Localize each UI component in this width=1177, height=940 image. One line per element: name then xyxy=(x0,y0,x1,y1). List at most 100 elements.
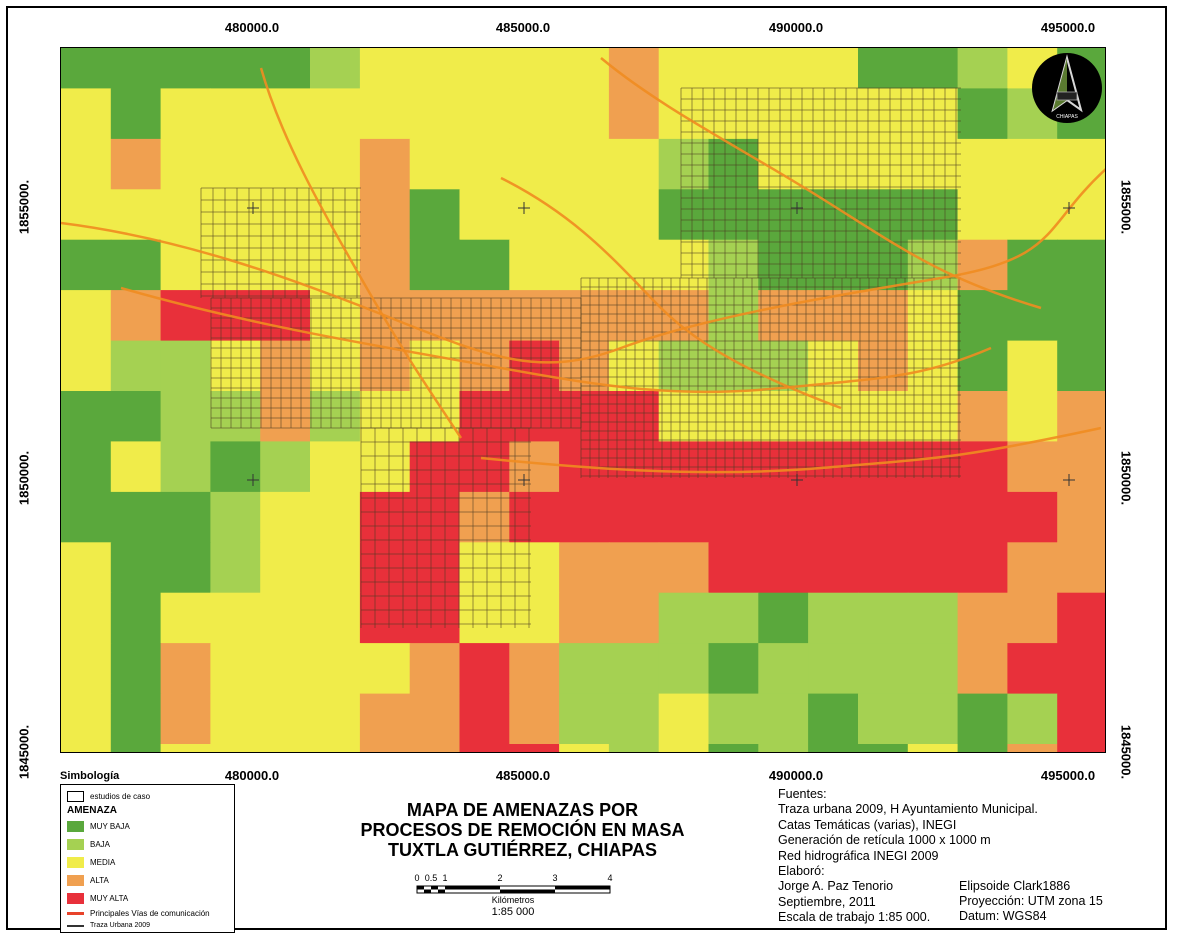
scale-tick: 2 xyxy=(497,873,502,883)
hazard-cell xyxy=(608,643,660,695)
case-study-swatch xyxy=(67,791,84,802)
hazard-cell xyxy=(409,290,461,342)
hazard-cell xyxy=(210,542,261,594)
hazard-cell xyxy=(61,340,112,392)
hazard-cell xyxy=(409,239,461,291)
hazard-cell xyxy=(260,88,311,140)
hazard-cell xyxy=(61,239,112,291)
hazard-cell xyxy=(260,441,311,493)
hazard-cell xyxy=(260,693,311,745)
hazard-cell xyxy=(210,48,261,89)
legend-item: ALTA xyxy=(67,875,109,886)
hazard-cell xyxy=(61,290,112,342)
hazard-cell xyxy=(1057,744,1105,752)
hazard-cell xyxy=(808,138,859,190)
hazard-cell xyxy=(1007,693,1058,745)
legend-item-label: BAJA xyxy=(90,840,111,849)
hazard-cell xyxy=(459,391,510,442)
legend-box: estudios de caso AMENAZA MUY BAJA BAJA M… xyxy=(60,784,235,933)
hazard-cell xyxy=(459,491,510,543)
hazard-cell xyxy=(310,643,361,695)
hazard-cell xyxy=(61,542,112,594)
hazard-cell xyxy=(260,643,311,695)
hazard-grid-map[interactable] xyxy=(61,48,1106,753)
y-tick-left: 1855000. xyxy=(16,179,32,235)
hazard-cell xyxy=(907,138,959,190)
hazard-cell xyxy=(907,391,959,442)
legend-swatch xyxy=(67,875,84,886)
hazard-cell xyxy=(858,643,909,695)
hazard-cell xyxy=(409,48,461,89)
hazard-cell xyxy=(61,138,112,190)
hazard-cell xyxy=(160,391,211,442)
hazard-cell xyxy=(758,189,809,241)
map-title-line: TUXTLA GUTIÉRREZ, CHIAPAS xyxy=(388,840,657,860)
x-tick-bottom: 490000.0 xyxy=(768,768,824,783)
hazard-cell xyxy=(758,744,809,752)
hazard-cell xyxy=(858,592,909,644)
map-title: MAPA DE AMENAZAS POR PROCESOS DE REMOCIÓ… xyxy=(330,800,715,860)
hazard-cell xyxy=(758,693,809,745)
main-road xyxy=(259,67,463,439)
hazard-cell xyxy=(608,592,660,644)
hazard-cell xyxy=(957,239,1008,291)
legend-item: BAJA xyxy=(67,839,110,850)
hazard-cell xyxy=(957,189,1008,241)
hazard-cell xyxy=(61,48,112,89)
hazard-cell xyxy=(758,290,809,342)
legend-swatch xyxy=(67,893,84,904)
scale-tick: 0 xyxy=(414,873,419,883)
hazard-cell xyxy=(1007,290,1058,342)
hazard-cell xyxy=(658,643,710,695)
hazard-cell xyxy=(758,239,809,291)
hazard-cell xyxy=(160,693,211,745)
y-tick-left: 1850000. xyxy=(16,450,32,506)
hazard-cell xyxy=(210,391,261,442)
hazard-cell xyxy=(310,542,361,594)
hazard-cell xyxy=(359,48,411,89)
hazard-cell xyxy=(708,643,759,695)
hazard-cell xyxy=(160,643,211,695)
hazard-cell xyxy=(359,491,411,543)
hazard-cell xyxy=(808,491,859,543)
hazard-cell xyxy=(260,542,311,594)
hazard-cell xyxy=(858,542,909,594)
projection-line: Elipsoide Clark1886 xyxy=(959,879,1071,893)
legend-item-label: ALTA xyxy=(90,876,109,885)
hazard-cell xyxy=(110,340,162,392)
hazard-cell xyxy=(1057,491,1105,543)
hazard-cell xyxy=(459,744,510,752)
hazard-cell xyxy=(957,643,1008,695)
hazard-cell xyxy=(61,391,112,442)
hazard-cell xyxy=(608,693,660,745)
hazard-cell xyxy=(658,138,710,190)
hazard-cell xyxy=(359,744,411,752)
projection-line: Proyección: UTM zona 15 xyxy=(959,894,1103,908)
hazard-cell xyxy=(559,290,610,342)
hazard-cell xyxy=(61,744,112,752)
legend-item-label: MUY ALTA xyxy=(90,894,129,903)
x-tick-bottom: 485000.0 xyxy=(495,768,551,783)
hazard-cell xyxy=(1007,441,1058,493)
hazard-cell xyxy=(758,643,809,695)
map-canvas[interactable] xyxy=(60,47,1106,753)
hazard-cell xyxy=(409,592,461,644)
hazard-cell xyxy=(359,189,411,241)
hazard-cell xyxy=(110,693,162,745)
hazard-cell xyxy=(160,592,211,644)
hazard-cell xyxy=(808,643,859,695)
sources-line: Septiembre, 2011 xyxy=(778,894,876,909)
legend: Simbología estudios de caso AMENAZA MUY … xyxy=(60,770,235,933)
hazard-cell xyxy=(160,491,211,543)
hazard-cell xyxy=(409,693,461,745)
hazard-cell xyxy=(509,48,560,89)
hazard-cell xyxy=(658,340,710,392)
hazard-cell xyxy=(907,744,959,752)
x-tick-top: 495000.0 xyxy=(1040,20,1096,35)
map-title-line: MAPA DE AMENAZAS POR xyxy=(406,800,639,820)
hazard-cell xyxy=(210,441,261,493)
main-road xyxy=(61,168,1105,364)
hazard-cell xyxy=(907,542,959,594)
hazard-cell xyxy=(110,592,162,644)
hazard-cell xyxy=(160,744,211,752)
